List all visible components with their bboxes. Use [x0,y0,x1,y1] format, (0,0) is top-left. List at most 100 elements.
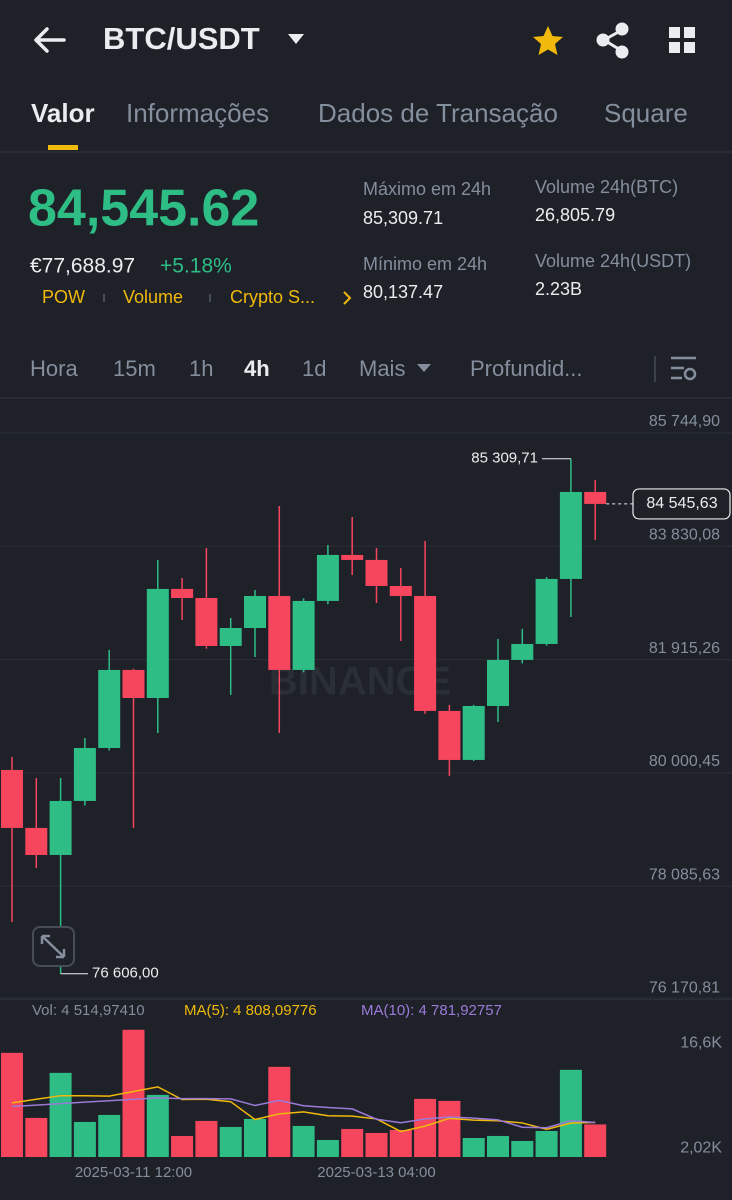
candle-body [219,627,242,646]
candle-body [25,827,48,855]
candle-body [462,705,485,760]
back-arrow [34,27,66,53]
volume-bar [389,1129,412,1157]
stat-label: Volume 24h(BTC) [535,177,678,197]
stat-value: 80,137.47 [363,282,443,302]
volume-bar [292,1125,315,1157]
candle-body [535,578,558,644]
volume-bar [487,1135,509,1157]
candle-body [195,597,218,646]
interval[interactable]: Hora [30,356,78,381]
candle-body [584,491,607,504]
candle-body [73,747,96,801]
volume-bar [511,1140,534,1157]
tab[interactable]: Valor [31,98,95,128]
stat-label: Mínimo em 24h [363,254,487,274]
interval[interactable]: Mais [359,356,405,381]
tags-more[interactable] [343,291,352,305]
grid-cell [669,42,680,53]
volume-bar [365,1132,388,1157]
volume-bar [559,1069,582,1157]
tag-separator [209,294,211,302]
y-tick-label: 83 830,08 [649,526,720,543]
volume-bar [438,1100,461,1157]
share-dot [596,33,610,47]
favorite-star[interactable] [533,26,563,55]
tag[interactable]: Crypto S... [230,287,315,307]
grid-cell [684,42,695,53]
interval[interactable]: Profundid... [470,356,583,381]
interval[interactable]: 4h [244,356,270,381]
candle-body [414,595,437,711]
tab-indicator [48,145,78,150]
share-dot [615,22,629,36]
ma5-label: MA(5): 4 808,09776 [184,1002,317,1019]
candle-body [316,554,339,601]
back-button[interactable] [34,27,66,53]
share-button[interactable] [596,22,629,59]
expand-button[interactable] [32,926,75,967]
last-price-label: 84 545,63 [646,495,717,512]
icon-circle [683,367,697,381]
y-tick-label: 81 915,26 [649,640,720,657]
volume-bar [49,1072,72,1157]
candle-body [292,600,315,670]
candle-body [146,588,169,698]
expand-arrows [40,934,66,959]
interval[interactable]: 15m [113,356,156,381]
volume-bar [171,1135,194,1157]
candle-body [1,769,23,828]
tab[interactable]: Dados de Transação [318,98,558,128]
layout-button[interactable] [669,27,695,53]
volume-bar [584,1124,607,1157]
tag-separator [103,294,105,302]
tag[interactable]: Volume [123,287,183,307]
more-caret[interactable] [417,364,431,372]
y-tick-label: 85 744,90 [649,413,720,430]
interval[interactable]: 1d [302,356,326,381]
y-tick-label: 78 085,63 [649,866,720,883]
volume-chart: 16,6K 2,02K [1,1029,722,1157]
volume-bar [98,1114,121,1157]
stat-value: 26,805.79 [535,205,615,225]
tab[interactable]: Informações [126,98,269,128]
volume-bar [535,1130,558,1157]
volume-bar [146,1094,169,1157]
volume-bar [195,1120,218,1157]
candle-body [438,710,461,760]
ma-line [11,1086,596,1133]
low-label: 76 606,00 [92,965,159,982]
candle-body [487,659,509,706]
last-price-box [632,488,731,520]
last-price: 84,545.62 [28,180,259,238]
candle-body [389,585,412,596]
volume-bar [73,1121,96,1157]
interval[interactable]: 1h [189,356,213,381]
settings-button[interactable] [671,356,697,381]
tag[interactable]: POW [42,287,85,307]
volume-bar [341,1128,364,1157]
candle-body [244,595,266,628]
candle-body [511,643,534,660]
candle-body [98,669,121,748]
y-tick-label: 2,02K [680,1140,722,1157]
candle-body [122,669,145,698]
volume-bar [122,1029,145,1157]
stat-label: Máximo em 24h [363,179,491,199]
volume-bar [25,1117,48,1157]
stat-label: Volume 24h(USDT) [535,251,691,271]
candle-body [171,588,194,598]
stat-value: 2.23B [535,279,582,299]
volume-bar [462,1137,485,1157]
grid-cell [669,27,680,38]
x-tick-label: 2025-03-13 04:00 [317,1164,435,1181]
volume-bar [1,1052,23,1157]
price-chart: 85 744,90 83 830,08 81 915,26 80 000,45 78 0… [0,413,732,1000]
volume-bar [244,1118,266,1157]
share-dot [615,45,629,59]
candle-body [268,595,291,670]
pair-title[interactable]: BTC/USDT [103,21,260,56]
pair-caret[interactable] [288,34,304,44]
tab[interactable]: Square [604,98,688,128]
